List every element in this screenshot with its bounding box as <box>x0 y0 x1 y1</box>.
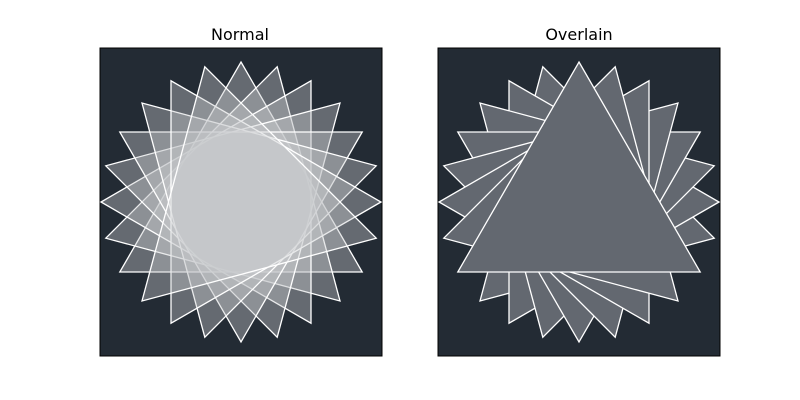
overlain-triangle-1 <box>456 60 702 273</box>
panel-title-normal: Normal <box>211 25 269 44</box>
normal-triangle-7 <box>170 79 383 325</box>
plot-area-normal <box>99 47 383 357</box>
triangle-group-overlain <box>437 60 721 344</box>
normal-triangle-5 <box>118 131 364 344</box>
panel-title-overlain: Overlain <box>545 25 612 44</box>
normal-triangle-3 <box>99 79 312 325</box>
normal-triangle-8 <box>141 65 378 302</box>
triangle-group-normal <box>99 60 383 344</box>
normal-triangle-2 <box>104 65 341 302</box>
panel-overlain: Overlain <box>437 25 721 357</box>
panel-normal: Normal <box>99 25 383 357</box>
normal-triangle-1 <box>118 60 364 273</box>
normal-triangle-6 <box>141 102 378 339</box>
normal-triangle-4 <box>104 102 341 339</box>
